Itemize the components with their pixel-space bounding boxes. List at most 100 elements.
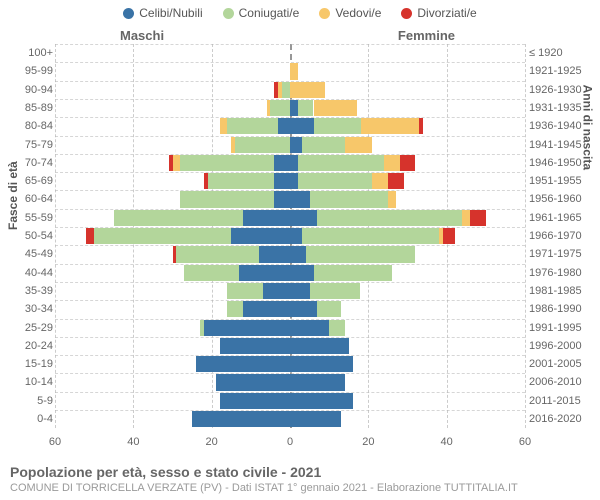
- pyramid-row: 80-841936-1940: [55, 117, 525, 135]
- bar-segment: [306, 246, 416, 262]
- birth-year-label: 1976-1980: [529, 264, 593, 282]
- bar-segment: [180, 191, 274, 207]
- x-tick-label: 20: [362, 436, 374, 448]
- birth-year-label: 2016-2020: [529, 410, 593, 428]
- age-label: 90-94: [15, 81, 53, 99]
- bar-segment: [220, 338, 291, 354]
- male-header: Maschi: [120, 28, 164, 43]
- bar-segment: [220, 393, 291, 409]
- pyramid-row: 20-241996-2000: [55, 337, 525, 355]
- birth-year-label: 1951-1955: [529, 172, 593, 190]
- bar-segment: [235, 137, 290, 153]
- bar-segment: [290, 100, 298, 116]
- birth-year-label: 2011-2015: [529, 392, 593, 410]
- legend-swatch: [319, 8, 330, 19]
- bar-segment: [243, 210, 290, 226]
- bar-segment: [114, 210, 243, 226]
- bar-segment: [419, 118, 423, 134]
- birth-year-label: 2006-2010: [529, 373, 593, 391]
- bar-segment: [274, 155, 290, 171]
- chart-footer: Popolazione per età, sesso e stato civil…: [10, 464, 590, 494]
- bar-segment: [290, 137, 302, 153]
- age-label: 45-49: [15, 245, 53, 263]
- age-label: 5-9: [15, 392, 53, 410]
- age-label: 15-19: [15, 355, 53, 373]
- pyramid-row: 10-142006-2010: [55, 373, 525, 391]
- legend: Celibi/Nubili Coniugati/e Vedovi/e Divorzia…: [0, 4, 600, 22]
- bar-segment: [231, 228, 290, 244]
- birth-year-label: 1971-1975: [529, 245, 593, 263]
- bar-segment: [317, 301, 341, 317]
- x-tick-label: 60: [49, 436, 61, 448]
- pyramid-row: 50-541966-1970: [55, 227, 525, 245]
- age-label: 70-74: [15, 154, 53, 172]
- bar-segment: [290, 210, 317, 226]
- birth-year-label: 1946-1950: [529, 154, 593, 172]
- population-pyramid-chart: Celibi/Nubili Coniugati/e Vedovi/e Divorzia…: [0, 0, 600, 500]
- age-label: 25-29: [15, 319, 53, 337]
- bar-segment: [259, 246, 290, 262]
- bar-segment: [208, 173, 275, 189]
- female-header: Femmine: [398, 28, 455, 43]
- bar-segment: [361, 118, 420, 134]
- bar-segment: [220, 118, 228, 134]
- age-label: 60-64: [15, 190, 53, 208]
- bar-segment: [298, 173, 372, 189]
- bar-segment: [329, 320, 345, 336]
- x-tick-label: 40: [441, 436, 453, 448]
- pyramid-row: 45-491971-1975: [55, 245, 525, 263]
- bar-segment: [196, 356, 290, 372]
- bar-segment: [239, 265, 290, 281]
- age-label: 75-79: [15, 136, 53, 154]
- pyramid-row: 95-991921-1925: [55, 62, 525, 80]
- chart-title: Popolazione per età, sesso e stato civil…: [10, 464, 590, 480]
- bar-segment: [282, 82, 290, 98]
- bar-segment: [173, 246, 177, 262]
- age-label: 40-44: [15, 264, 53, 282]
- birth-year-label: 1991-1995: [529, 319, 593, 337]
- bar-segment: [290, 320, 329, 336]
- bar-segment: [290, 228, 302, 244]
- bar-segment: [443, 228, 455, 244]
- age-label: 10-14: [15, 373, 53, 391]
- legend-item: Divorziati/e: [401, 6, 476, 20]
- bar-segment: [204, 173, 208, 189]
- age-label: 50-54: [15, 227, 53, 245]
- bar-segment: [192, 411, 290, 427]
- birth-year-label: 1961-1965: [529, 209, 593, 227]
- pyramid-row: 0-42016-2020: [55, 410, 525, 428]
- legend-label: Vedovi/e: [335, 6, 381, 20]
- birth-year-label: 1996-2000: [529, 337, 593, 355]
- bar-segment: [290, 338, 349, 354]
- bar-segment: [204, 320, 290, 336]
- bar-segment: [384, 155, 400, 171]
- pyramid-row: 30-341986-1990: [55, 300, 525, 318]
- x-tick-label: 40: [127, 436, 139, 448]
- legend-label: Coniugati/e: [239, 6, 300, 20]
- birth-year-label: 1981-1985: [529, 282, 593, 300]
- age-label: 100+: [15, 44, 53, 62]
- bar-segment: [290, 393, 353, 409]
- bar-segment: [290, 301, 317, 317]
- bar-segment: [173, 155, 181, 171]
- bar-segment: [314, 118, 361, 134]
- bar-segment: [302, 228, 439, 244]
- pyramid-row: 40-441976-1980: [55, 264, 525, 282]
- age-label: 55-59: [15, 209, 53, 227]
- bar-segment: [263, 283, 290, 299]
- bar-segment: [462, 210, 470, 226]
- pyramid-row: 65-691951-1955: [55, 172, 525, 190]
- bar-segment: [184, 265, 239, 281]
- legend-swatch: [123, 8, 134, 19]
- birth-year-label: 1986-1990: [529, 300, 593, 318]
- bar-segment: [290, 265, 314, 281]
- bar-segment: [227, 301, 243, 317]
- legend-label: Celibi/Nubili: [139, 6, 202, 20]
- bar-segment: [94, 228, 231, 244]
- birth-year-label: 1941-1945: [529, 136, 593, 154]
- pyramid-row: 85-891931-1935: [55, 99, 525, 117]
- bar-segment: [274, 191, 290, 207]
- chart-subtitle: COMUNE DI TORRICELLA VERZATE (PV) - Dati…: [10, 482, 590, 494]
- age-label: 30-34: [15, 300, 53, 318]
- pyramid-row: 5-92011-2015: [55, 392, 525, 410]
